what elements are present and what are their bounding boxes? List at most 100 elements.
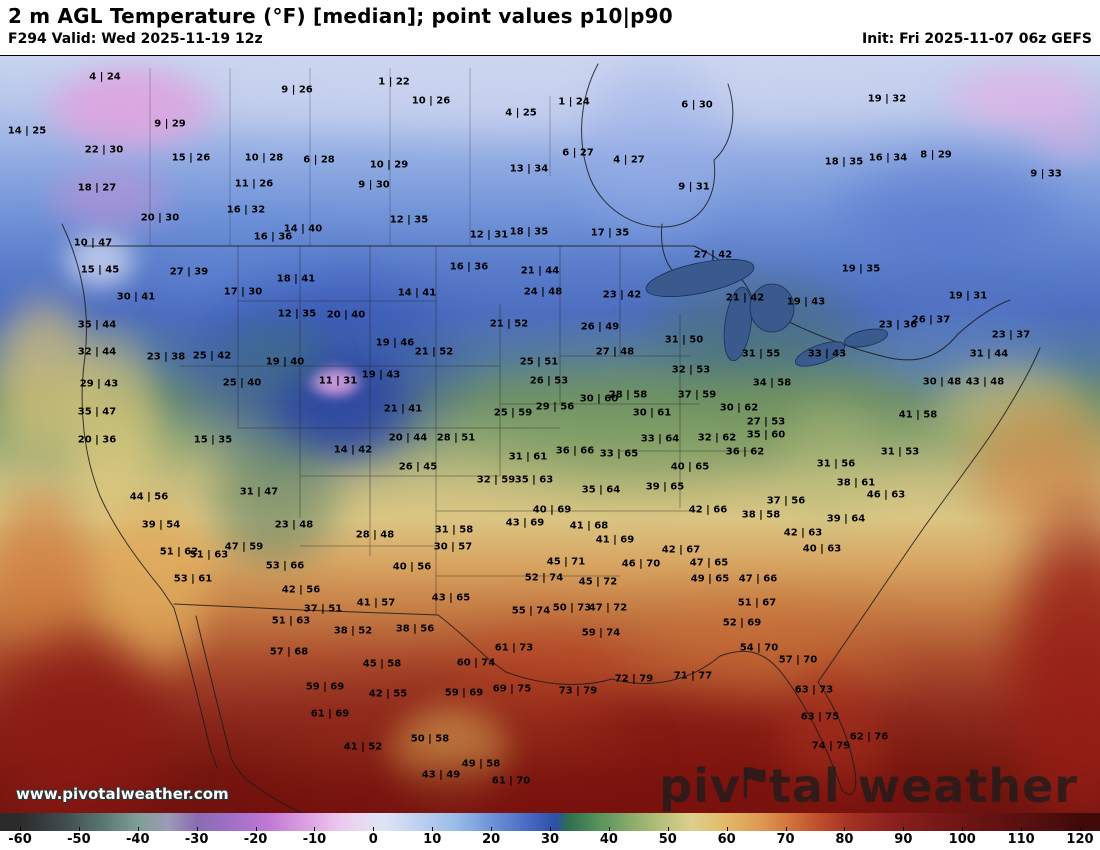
point-value: 36 | 62 bbox=[725, 446, 765, 458]
point-value: 51 | 67 bbox=[737, 597, 777, 609]
point-value: 10 | 26 bbox=[411, 95, 451, 107]
point-value: 30 | 60 bbox=[579, 393, 619, 405]
point-value: 32 | 44 bbox=[77, 346, 117, 358]
colorbar-tick bbox=[432, 827, 434, 831]
point-value: 33 | 65 bbox=[599, 448, 639, 460]
point-value: 40 | 69 bbox=[532, 504, 572, 516]
point-value: 25 | 51 bbox=[519, 356, 559, 368]
colorbar-tick-label: -30 bbox=[184, 832, 209, 847]
point-value: 35 | 64 bbox=[581, 484, 621, 496]
point-value: 9 | 29 bbox=[154, 118, 186, 130]
point-value: 35 | 47 bbox=[77, 406, 117, 418]
colorbar-tick bbox=[550, 827, 551, 831]
point-value: 19 | 43 bbox=[786, 296, 826, 308]
colorbar-tick bbox=[667, 827, 669, 831]
point-value: 47 | 66 bbox=[738, 573, 778, 585]
point-value: 61 | 73 bbox=[494, 642, 534, 654]
point-value: 10 | 29 bbox=[369, 159, 409, 171]
point-value: 25 | 42 bbox=[192, 350, 232, 362]
point-value: 18 | 35 bbox=[509, 226, 549, 238]
point-value: 62 | 76 bbox=[849, 731, 889, 743]
point-value: 21 | 44 bbox=[520, 265, 560, 277]
point-value: 29 | 56 bbox=[535, 401, 575, 413]
point-value: 33 | 43 bbox=[807, 348, 847, 360]
point-value: 52 | 69 bbox=[722, 617, 762, 629]
point-value: 30 | 61 bbox=[632, 407, 672, 419]
point-value: 40 | 56 bbox=[392, 561, 432, 573]
colorbar-tick bbox=[137, 827, 139, 831]
point-value: 38 | 56 bbox=[395, 623, 435, 635]
point-value: 63 | 75 bbox=[800, 711, 840, 723]
point-value: 40 | 65 bbox=[670, 461, 710, 473]
point-value: 15 | 26 bbox=[171, 152, 211, 164]
point-value: 46 | 70 bbox=[621, 558, 661, 570]
point-value: 12 | 35 bbox=[389, 214, 429, 226]
point-value: 16 | 36 bbox=[449, 261, 489, 273]
point-value: 57 | 70 bbox=[778, 654, 818, 666]
field-blob bbox=[810, 136, 1090, 276]
point-value: 24 | 48 bbox=[523, 286, 563, 298]
field-blob bbox=[305, 364, 365, 400]
point-value: 27 | 42 bbox=[693, 249, 733, 261]
colorbar-tick-label: 60 bbox=[717, 832, 736, 847]
point-value: 35 | 63 bbox=[514, 474, 554, 486]
point-value: 41 | 69 bbox=[595, 534, 635, 546]
border-us-mexico bbox=[173, 603, 507, 673]
point-value: 26 | 45 bbox=[398, 461, 438, 473]
point-value: 23 | 38 bbox=[146, 351, 186, 363]
colorbar-tick bbox=[196, 827, 198, 831]
point-value: 12 | 35 bbox=[277, 308, 317, 320]
province-borders bbox=[149, 68, 551, 246]
point-value: 26 | 37 bbox=[911, 314, 951, 326]
colorbar-tick-label: 50 bbox=[658, 832, 677, 847]
colorbar-tick bbox=[726, 827, 728, 831]
colorbar-tick-label: 40 bbox=[599, 832, 618, 847]
point-value: 61 | 70 bbox=[491, 775, 531, 787]
coastline-hudson-bay bbox=[581, 63, 734, 271]
temperature-map[interactable]: 4 | 24 9 | 26 1 | 22 10 | 26 4 | 25 1 | 24 6 |… bbox=[0, 55, 1100, 814]
point-value: 43 | 49 bbox=[421, 769, 461, 781]
point-value: 38 | 58 bbox=[741, 509, 781, 521]
point-value: 41 | 57 bbox=[356, 597, 396, 609]
point-value: 22 | 30 bbox=[84, 144, 124, 156]
point-value: 9 | 30 bbox=[358, 179, 390, 191]
point-value: 42 | 56 bbox=[281, 584, 321, 596]
point-value: 19 | 35 bbox=[841, 263, 881, 275]
colorbar-tick-label: -60 bbox=[8, 832, 32, 847]
point-value: 71 | 77 bbox=[673, 670, 713, 682]
point-value: 35 | 60 bbox=[746, 429, 786, 441]
point-value: 21 | 52 bbox=[414, 346, 454, 358]
coastline-mexico bbox=[253, 784, 304, 813]
point-value: 10 | 47 bbox=[73, 237, 113, 249]
point-value: 20 | 30 bbox=[140, 212, 180, 224]
point-value: 36 | 66 bbox=[555, 445, 595, 457]
point-value: 50 | 58 bbox=[410, 733, 450, 745]
point-value: 31 | 61 bbox=[508, 451, 548, 463]
point-value: 23 | 42 bbox=[602, 289, 642, 301]
colorbar-tick bbox=[491, 827, 493, 831]
point-value: 23 | 48 bbox=[274, 519, 314, 531]
point-value: 63 | 73 bbox=[794, 684, 834, 696]
point-value: 25 | 59 bbox=[493, 407, 533, 419]
point-value: 31 | 50 bbox=[664, 334, 704, 346]
point-value: 59 | 69 bbox=[444, 687, 484, 699]
point-value: 52 | 74 bbox=[524, 572, 564, 584]
point-value: 20 | 36 bbox=[77, 434, 117, 446]
colorbar: -60 -50 -40 -30 -20 -10 0 10 20 30 40 50 60 70 80 90 100… bbox=[0, 813, 1100, 850]
point-value: 39 | 64 bbox=[826, 513, 866, 525]
colorbar-tick bbox=[78, 827, 80, 831]
point-value: 9 | 31 bbox=[678, 181, 710, 193]
point-value: 4 | 25 bbox=[505, 107, 537, 119]
colorbar-tick-label: 110 bbox=[1007, 832, 1035, 847]
colorbar-tick bbox=[373, 827, 375, 831]
colorbar-labels: -60 -50 -40 -30 -20 -10 0 10 20 30 40 50 60 70 80 90 100… bbox=[0, 827, 1100, 850]
point-value: 38 | 52 bbox=[333, 625, 373, 637]
colorbar-tick bbox=[1021, 827, 1023, 831]
coastline-florida bbox=[783, 675, 857, 795]
coastline-gulf bbox=[505, 650, 785, 685]
point-values-layer: 4 | 24 9 | 26 1 | 22 10 | 26 4 | 25 1 | 24 6 |… bbox=[0, 56, 1100, 813]
field-blob bbox=[0, 751, 1100, 813]
point-value: 59 | 74 bbox=[581, 627, 621, 639]
point-value: 16 | 36 bbox=[253, 231, 293, 243]
point-value: 55 | 74 bbox=[511, 605, 551, 617]
